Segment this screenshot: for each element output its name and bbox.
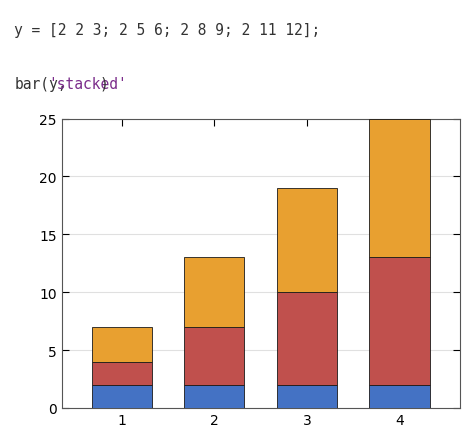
Bar — [91, 385, 152, 408]
Bar — [277, 293, 337, 385]
Bar — [91, 362, 152, 385]
Text: ): ) — [100, 76, 108, 92]
Bar — [277, 189, 337, 293]
Bar — [184, 385, 245, 408]
Text: y = [2 2 3; 2 5 6; 2 8 9; 2 11 12];: y = [2 2 3; 2 5 6; 2 8 9; 2 11 12]; — [14, 23, 320, 38]
Text: 'stacked': 'stacked' — [48, 76, 127, 92]
Bar — [184, 258, 245, 327]
Bar — [370, 119, 430, 258]
Bar — [91, 327, 152, 362]
Bar — [370, 258, 430, 385]
Bar — [184, 327, 245, 385]
Bar — [277, 385, 337, 408]
Bar — [370, 385, 430, 408]
Text: bar(y,: bar(y, — [14, 76, 67, 92]
